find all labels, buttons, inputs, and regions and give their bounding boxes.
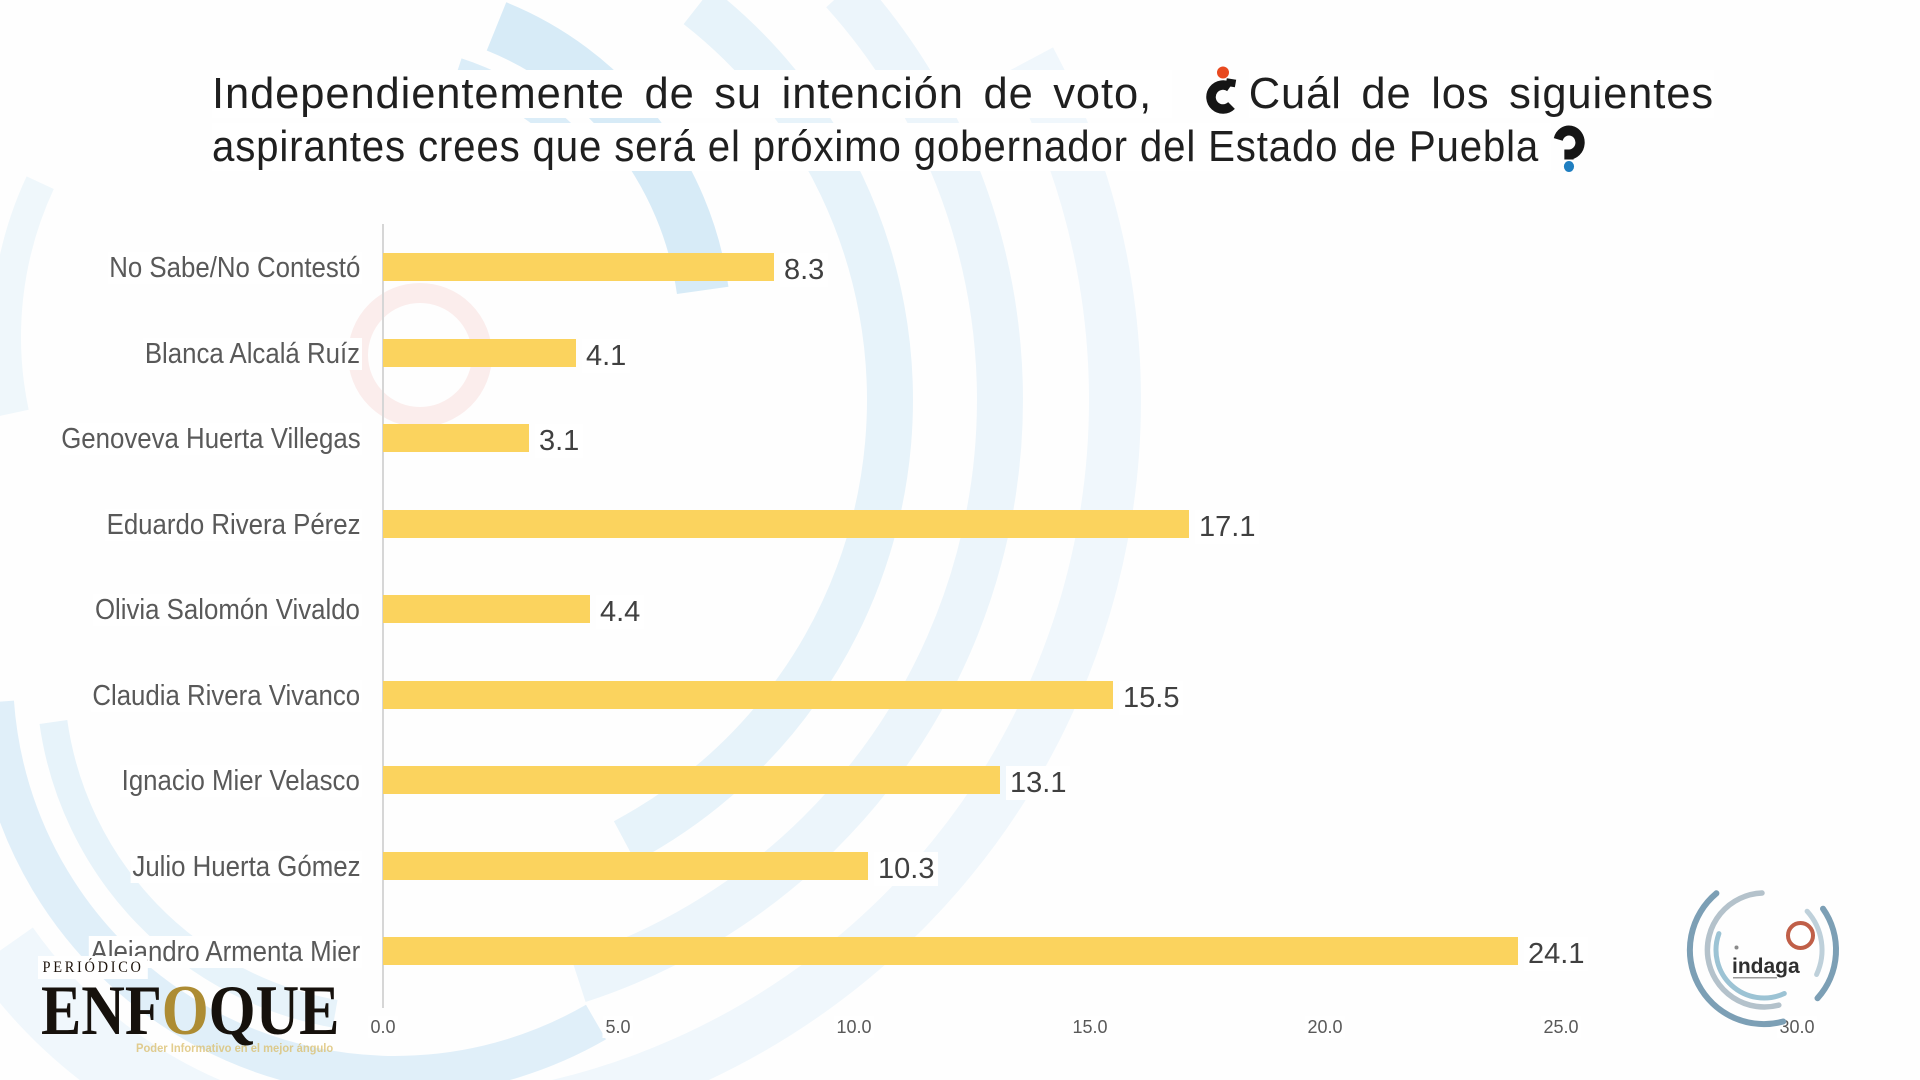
svg-text:indaga: indaga bbox=[1732, 955, 1800, 978]
